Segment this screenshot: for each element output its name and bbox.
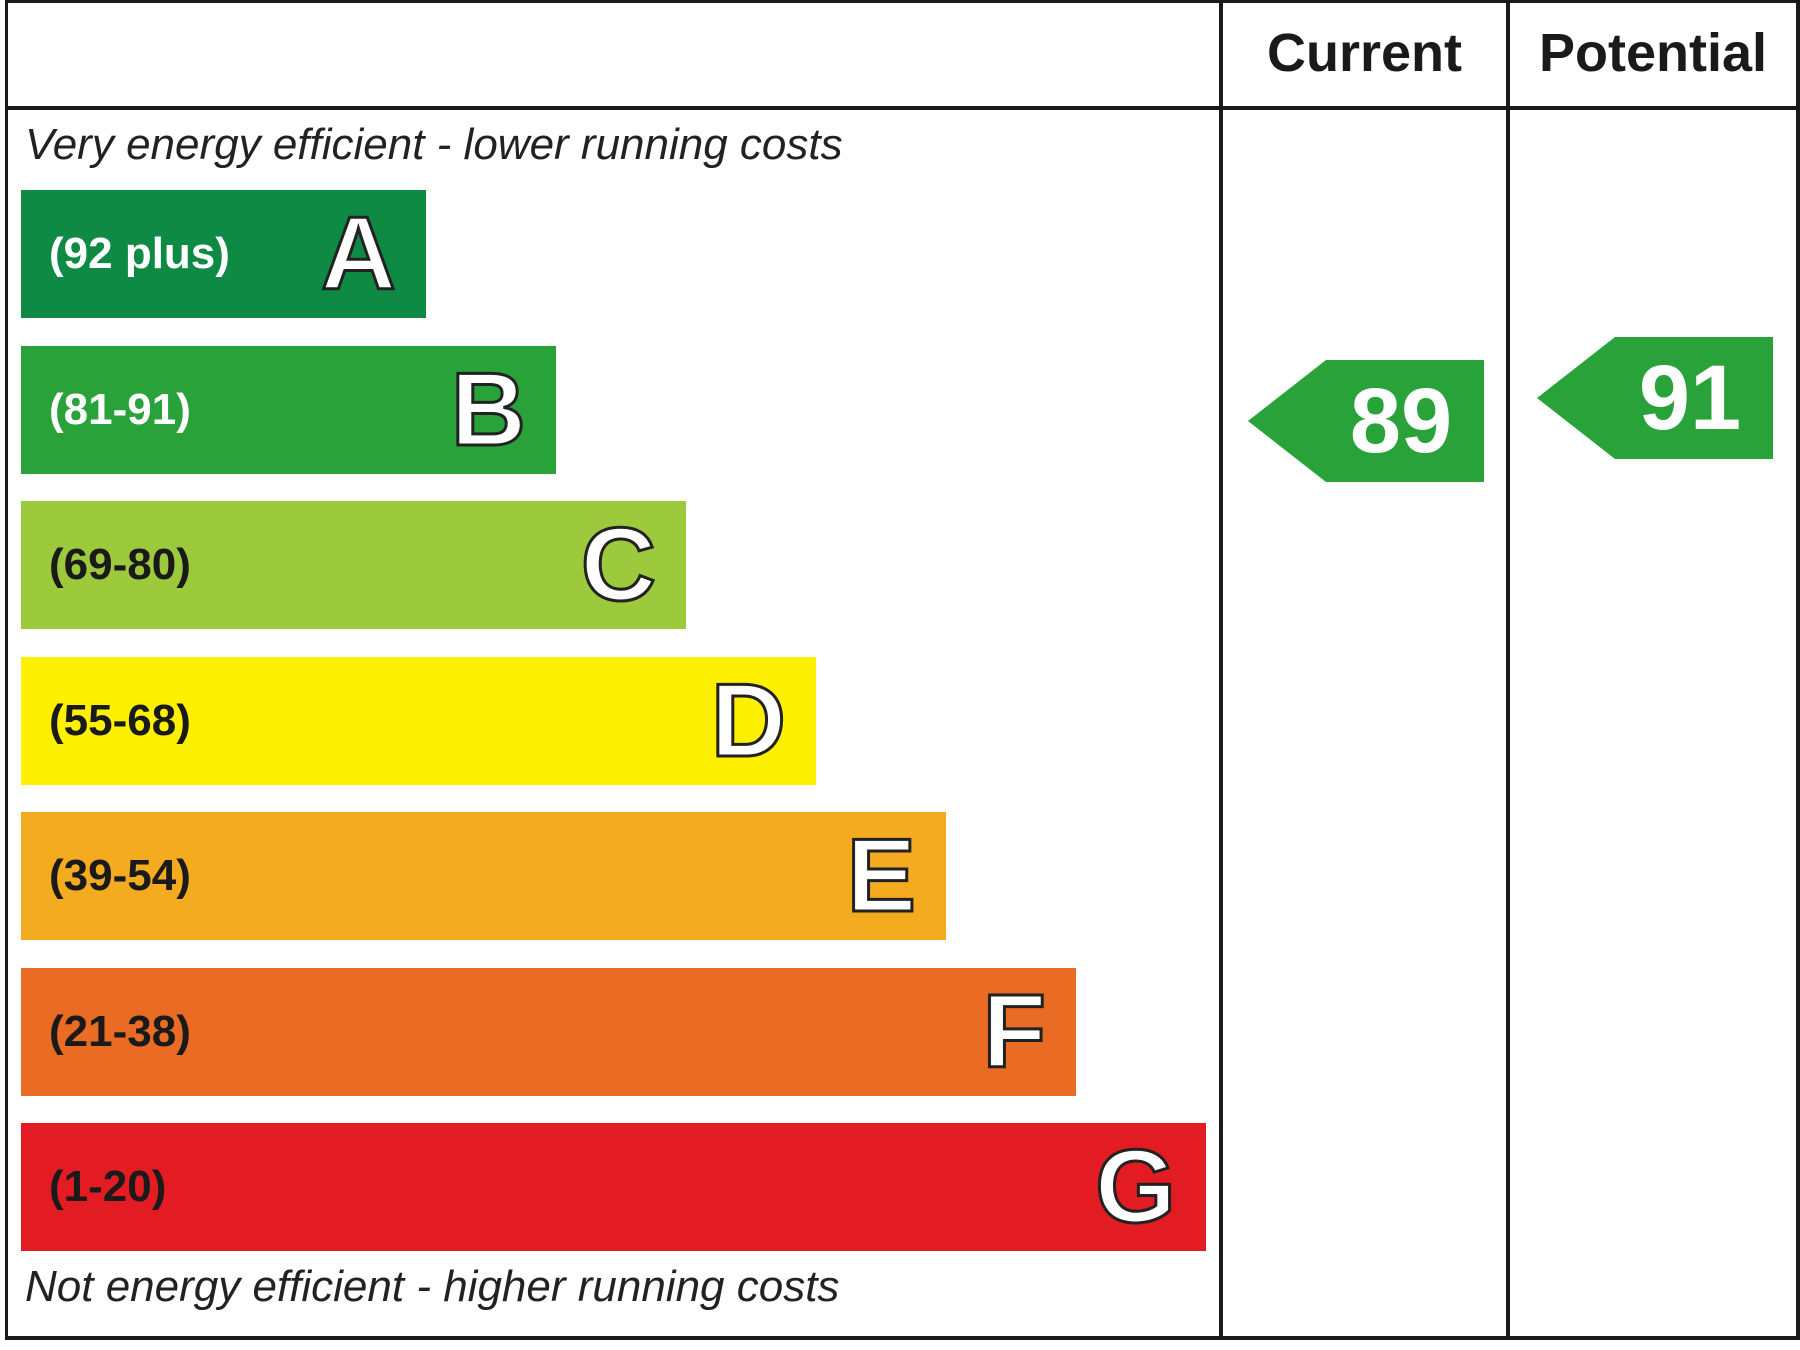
band-letter: G	[1094, 1128, 1178, 1247]
frame-left-border	[5, 0, 8, 1340]
band-letter: C	[579, 506, 657, 625]
frame-top-border	[5, 0, 1800, 3]
rating-arrow-shape	[1248, 359, 1484, 482]
band-d: (55-68) D	[21, 656, 816, 785]
band-letter: B	[449, 350, 527, 469]
band-f: (21-38) F	[21, 967, 1076, 1096]
potential-column-header: Potential	[1538, 23, 1768, 83]
frame-right-border	[1796, 0, 1800, 1340]
band-c: (69-80) C	[21, 501, 686, 629]
band-g: (1-20) G	[21, 1123, 1206, 1251]
band-range-label: (81-91)	[49, 384, 191, 434]
current-rating-tag: 89	[1248, 359, 1484, 482]
band-letter: E	[845, 817, 917, 936]
frame-bottom-border	[5, 1336, 1800, 1340]
current-rating-value: 89	[1349, 369, 1453, 472]
rating-arrow	[1537, 336, 1773, 459]
band-b: (81-91) B	[21, 345, 556, 474]
band-range-label: (21-38)	[49, 1006, 191, 1056]
header-divider	[5, 106, 1800, 110]
potential-rating-value: 91	[1638, 346, 1742, 449]
efficient-caption: Very energy efficient - lower running co…	[25, 120, 843, 169]
band-range-label: (92 plus)	[49, 229, 230, 278]
column-divider-potential	[1506, 0, 1510, 1340]
band-range-label: (1-20)	[49, 1162, 167, 1211]
rating-arrow	[1248, 359, 1484, 482]
rating-arrow-shape	[1537, 336, 1773, 459]
band-letter: A	[319, 195, 397, 314]
band-e: (39-54) E	[21, 812, 946, 940]
potential-rating-tag: 91	[1537, 336, 1773, 459]
band-range-label: (55-68)	[49, 695, 191, 745]
band-letter: D	[709, 661, 787, 780]
band-a: (92 plus) A	[21, 190, 426, 318]
inefficient-caption: Not energy efficient - higher running co…	[25, 1262, 840, 1311]
band-range-label: (69-80)	[49, 540, 191, 589]
column-divider-current	[1219, 0, 1223, 1340]
band-range-label: (39-54)	[49, 851, 191, 900]
current-column-header: Current	[1266, 23, 1462, 83]
band-letter: F	[981, 972, 1048, 1091]
